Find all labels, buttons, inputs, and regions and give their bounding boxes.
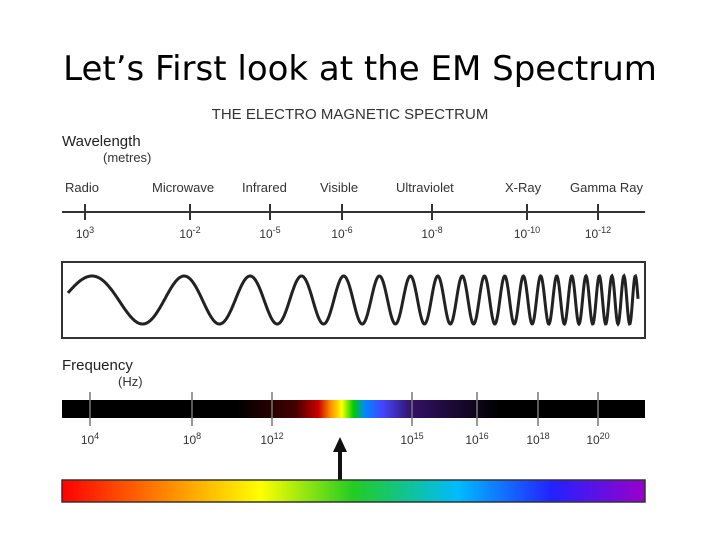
tick-exponent: 15 <box>414 431 424 441</box>
tick-base: 10 <box>400 433 414 447</box>
frequency-tick-label: 1012 <box>260 431 283 447</box>
tick-base: 10 <box>76 227 90 241</box>
tick-base: 10 <box>179 227 193 241</box>
frequency-unit: (Hz) <box>118 374 143 389</box>
tick-base: 10 <box>259 227 273 241</box>
wavelength-tick-label: 10-8 <box>421 225 442 241</box>
tick-exponent: 20 <box>600 431 610 441</box>
frequency-tick-label: 1016 <box>465 431 488 447</box>
tick-exponent: 3 <box>89 225 94 235</box>
tick-exponent: 8 <box>196 431 201 441</box>
band-label: Infrared <box>242 180 287 195</box>
frequency-tick-label: 104 <box>81 431 99 447</box>
band-label: Gamma Ray <box>570 180 643 195</box>
visible-bar <box>61 479 646 503</box>
wavelength-tick-label: 10-10 <box>514 225 540 241</box>
diagram-heading: THE ELECTRO MAGNETIC SPECTRUM <box>212 106 489 123</box>
wavelength-label: Wavelength <box>62 133 141 150</box>
tick-exponent: -8 <box>435 225 443 235</box>
tick-exponent: -2 <box>193 225 201 235</box>
band-label: X-Ray <box>505 180 542 195</box>
wavelength-unit: (metres) <box>103 150 151 165</box>
tick-base: 10 <box>514 227 528 241</box>
tick-base: 10 <box>586 433 600 447</box>
tick-exponent: -10 <box>527 225 540 235</box>
tick-exponent: -12 <box>598 225 611 235</box>
frequency-tick-label: 108 <box>183 431 201 447</box>
tick-exponent: -6 <box>345 225 353 235</box>
tick-base: 10 <box>81 433 95 447</box>
frequency-tick-label: 1015 <box>400 431 423 447</box>
wavelength-tick-label: 103 <box>76 225 94 241</box>
tick-exponent: 4 <box>94 431 99 441</box>
frequency-tick-label: 1020 <box>586 431 609 447</box>
tick-exponent: 16 <box>479 431 489 441</box>
tick-exponent: -5 <box>273 225 281 235</box>
tick-exponent: 18 <box>540 431 550 441</box>
wavelength-tick-label: 10-12 <box>585 225 611 241</box>
tick-base: 10 <box>585 227 599 241</box>
tick-base: 10 <box>526 433 540 447</box>
wavelength-tick-label: 10-6 <box>331 225 352 241</box>
frequency-tick-label: 1018 <box>526 431 549 447</box>
band-label: Radio <box>65 180 99 195</box>
frequency-bar <box>62 400 645 418</box>
frequency-label: Frequency <box>62 357 133 374</box>
wavelength-tick-label: 10-2 <box>179 225 200 241</box>
tick-base: 10 <box>421 227 435 241</box>
band-label: Visible <box>320 180 358 195</box>
tick-base: 10 <box>260 433 274 447</box>
tick-exponent: 12 <box>274 431 284 441</box>
tick-base: 10 <box>331 227 345 241</box>
band-label: Ultraviolet <box>396 180 454 195</box>
slide-title: Let’s First look at the EM Spectrum <box>63 49 657 89</box>
tick-base: 10 <box>465 433 479 447</box>
tick-base: 10 <box>183 433 197 447</box>
band-label: Microwave <box>152 180 214 195</box>
wave <box>66 273 640 327</box>
arrow-head <box>333 437 347 452</box>
wavelength-tick-label: 10-5 <box>259 225 280 241</box>
